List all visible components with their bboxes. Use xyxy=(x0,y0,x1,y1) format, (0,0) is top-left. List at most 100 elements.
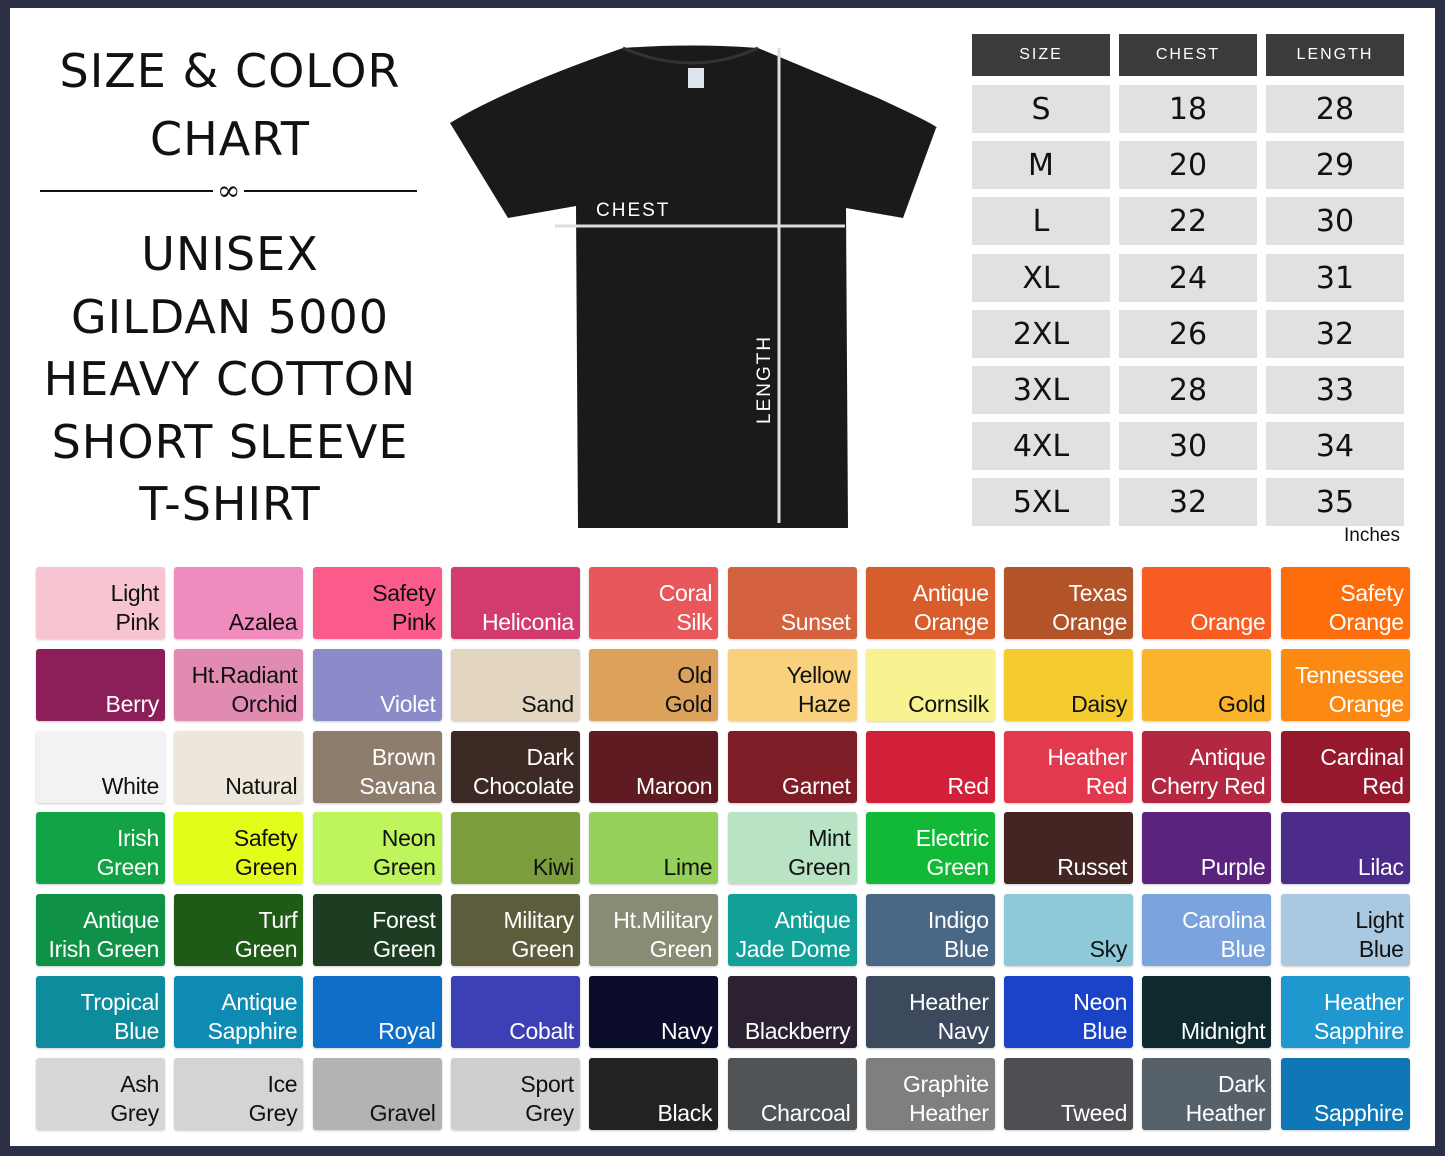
swatch-label: Antique xyxy=(774,907,851,934)
table-cell: M xyxy=(972,141,1110,190)
swatch-label: Green xyxy=(373,936,436,963)
swatch-label: Cobalt xyxy=(509,1018,574,1044)
color-swatch: Orange xyxy=(1142,567,1272,639)
swatch-label: Antique xyxy=(912,580,989,606)
color-swatch: Antique Jade Dome xyxy=(727,894,857,967)
swatch-label: Neon xyxy=(381,825,436,852)
color-swatch: Safety Pink xyxy=(312,567,442,639)
color-swatch: Heather Navy xyxy=(865,976,995,1048)
color-swatch: Ash Grey xyxy=(36,1057,165,1130)
swatch-label: Orange xyxy=(1328,609,1404,635)
color-swatch: Antique Sapphire xyxy=(174,976,304,1048)
swatch-label: Sky xyxy=(1089,936,1128,963)
color-swatch: Purple xyxy=(1142,812,1272,885)
swatch-label: Antique xyxy=(221,989,298,1015)
swatch-label: Tropical xyxy=(80,989,159,1015)
swatch-label: Ht.Radiant xyxy=(191,661,298,688)
product-line: GILDAN 5000 xyxy=(70,290,390,344)
color-swatch: Blackberry xyxy=(727,976,857,1048)
swatch-label: Safety xyxy=(233,825,298,852)
swatch-label: Tennessee xyxy=(1295,661,1404,688)
table-cell: 32 xyxy=(1119,478,1257,527)
swatch-label: Pink xyxy=(392,609,436,635)
unit-label: Inches xyxy=(1344,525,1400,546)
color-swatch: Antique Orange xyxy=(865,567,995,639)
table-cell: 35 xyxy=(1266,478,1404,527)
color-swatch: Maroon xyxy=(589,730,719,803)
swatch-label: Mint xyxy=(808,825,851,852)
swatch-label: Gravel xyxy=(369,1099,436,1126)
swatch-label: Red xyxy=(947,772,990,799)
table-cell: 28 xyxy=(1119,366,1257,414)
table-header: LENGTH xyxy=(1266,34,1404,76)
tshirt-shape xyxy=(450,45,937,528)
table-cell: 20 xyxy=(1119,141,1257,190)
table-cell: 30 xyxy=(1266,197,1404,246)
color-swatch: Military Green xyxy=(450,894,580,967)
color-swatch: Antique Cherry Red xyxy=(1142,730,1272,803)
color-swatch: Royal xyxy=(312,976,442,1048)
swatch-label: Ash xyxy=(120,1070,159,1097)
color-swatch: Antique Irish Green xyxy=(36,894,165,967)
swatch-label: Purple xyxy=(1200,854,1266,881)
swatch-label: Gold xyxy=(664,690,713,717)
swatch-label: Antique xyxy=(83,907,159,934)
color-swatch: Sport Grey xyxy=(450,1057,580,1130)
swatch-label: Carolina xyxy=(1182,907,1266,934)
product-line: T-SHIRT xyxy=(139,477,321,531)
color-swatch: Midnight xyxy=(1142,976,1272,1048)
swatch-label: Red xyxy=(1085,772,1128,799)
color-swatch: Dark Heather xyxy=(1142,1057,1272,1130)
swatch-label: Orange xyxy=(1190,609,1266,635)
product-line: HEAVY COTTON xyxy=(43,352,417,406)
color-swatch: Brown Savana xyxy=(312,730,442,803)
length-label: LENGTH xyxy=(754,335,775,424)
swatch-label: Sand xyxy=(521,690,574,717)
color-swatch: Tennessee Orange xyxy=(1280,648,1410,721)
swatch-label: Heather xyxy=(1323,989,1404,1015)
color-swatch: Old Gold xyxy=(589,648,719,721)
swatch-label: Electric xyxy=(915,825,989,852)
chart-canvas: SIZE & COLOR CHART ∞ UNISEX GILDAN 5000 … xyxy=(10,8,1435,1146)
swatch-label: Royal xyxy=(378,1018,436,1044)
swatch-label: Cornsilk xyxy=(908,690,989,717)
color-swatch: Lilac xyxy=(1280,812,1410,885)
table-cell: 24 xyxy=(1119,253,1257,302)
color-swatch: Light Pink xyxy=(36,567,165,639)
swatch-label: Haze xyxy=(798,690,851,717)
table-cell: 22 xyxy=(1119,197,1257,246)
table-cell: 3XL xyxy=(972,366,1110,414)
tshirt-image: CHEST LENGTH xyxy=(450,45,937,528)
swatch-label: Cardinal xyxy=(1320,743,1404,770)
swatch-label: Grey xyxy=(248,1099,298,1126)
swatch-label: Orchid xyxy=(231,690,298,717)
color-swatch: Ice Grey xyxy=(174,1057,304,1130)
color-swatch: Red xyxy=(865,730,995,803)
swatch-label: Irish Green xyxy=(48,936,160,963)
color-swatch: Natural xyxy=(174,730,304,803)
swatch-label: Dark xyxy=(1218,1070,1266,1097)
table-cell: XL xyxy=(972,253,1110,302)
swatch-label: Military xyxy=(503,907,574,934)
swatch-label: Green xyxy=(511,936,574,963)
swatch-label: Kiwi xyxy=(532,854,574,881)
swatch-label: Tweed xyxy=(1060,1099,1128,1126)
swatch-label: Blue xyxy=(114,1018,159,1044)
color-swatch: Heather Red xyxy=(1004,730,1134,803)
swatch-label: Russet xyxy=(1057,854,1128,881)
swatch-label: Sapphire xyxy=(207,1018,298,1044)
swatch-label: Yellow xyxy=(786,661,851,688)
swatch-label: Ht.Military xyxy=(613,907,713,934)
table-cell: 29 xyxy=(1266,141,1404,190)
color-swatch: Indigo Blue xyxy=(865,894,995,967)
swatch-label: Sunset xyxy=(780,609,851,635)
swatch-label: Navy xyxy=(660,1018,713,1044)
color-swatch: Kiwi xyxy=(450,812,580,885)
table-cell: 32 xyxy=(1266,309,1404,358)
swatch-label: Gold xyxy=(1218,690,1266,717)
color-swatch: Cornsilk xyxy=(865,648,995,721)
swatch-label: Antique xyxy=(1189,743,1266,770)
swatch-label: Sapphire xyxy=(1314,1018,1404,1044)
swatch-label: Heather xyxy=(1185,1099,1266,1126)
swatch-label: Dark xyxy=(526,743,575,770)
